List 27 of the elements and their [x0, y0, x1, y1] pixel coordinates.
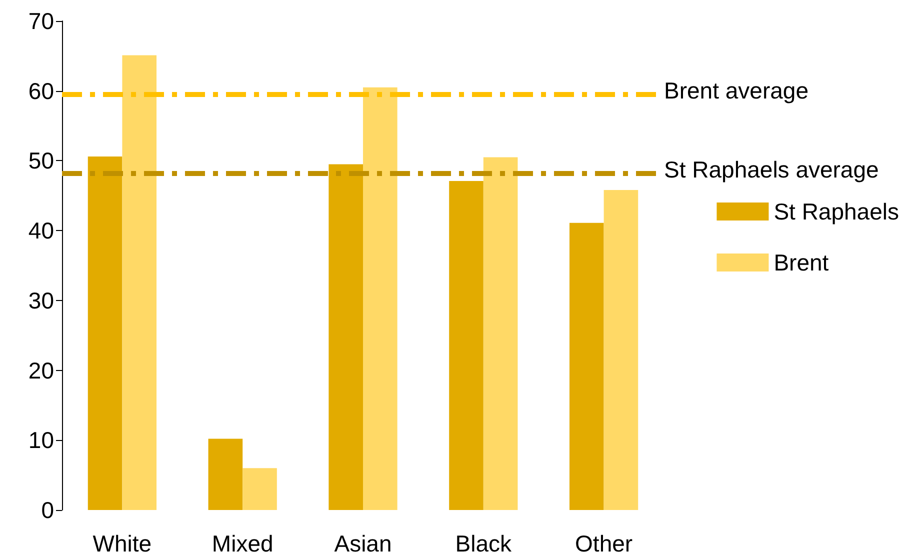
bar	[449, 180, 484, 510]
legend-label: Brent	[774, 250, 830, 276]
x-tick-label: Black	[455, 530, 512, 556]
bar	[208, 438, 243, 510]
ref-line-label: Brent average	[664, 77, 808, 104]
bar	[483, 157, 518, 510]
ref-line-label: St Raphaels average	[664, 156, 879, 182]
x-tick-label: White	[92, 530, 152, 556]
bar	[604, 190, 638, 510]
legend-label: St Raphaels	[774, 198, 900, 224]
y-tick-label: 0	[41, 497, 54, 523]
bar	[242, 468, 277, 510]
bar	[363, 87, 398, 510]
bar	[328, 164, 363, 510]
y-tick-label: 30	[28, 287, 54, 314]
bar	[122, 55, 157, 510]
y-tick-label: 10	[28, 427, 54, 454]
x-tick-label: Other	[575, 530, 633, 556]
y-tick-label: 50	[28, 148, 54, 174]
bar	[88, 156, 122, 510]
x-tick-label: Mixed	[212, 530, 274, 556]
y-tick-label: 60	[28, 78, 54, 104]
y-tick-label: 20	[28, 357, 54, 384]
y-tick-label: 70	[28, 8, 54, 34]
bar	[569, 222, 604, 510]
y-tick-label: 40	[28, 218, 54, 244]
x-tick-label: Asian	[334, 530, 392, 556]
